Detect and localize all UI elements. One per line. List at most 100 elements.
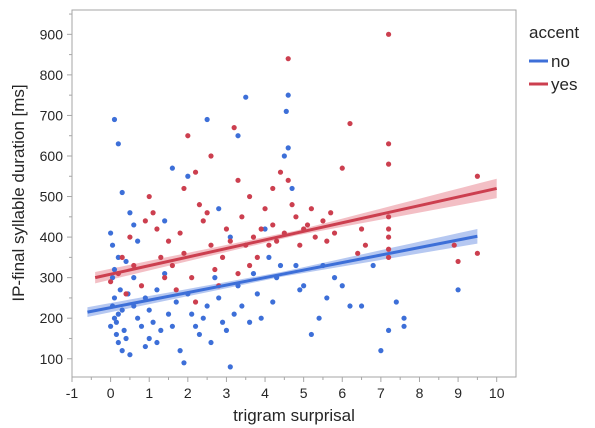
data-point-no	[169, 165, 175, 171]
data-point-yes	[219, 254, 226, 260]
data-point-no	[119, 307, 125, 313]
data-point-yes	[173, 287, 179, 293]
data-point-yes	[262, 206, 268, 212]
data-point-no	[162, 218, 168, 224]
data-points	[108, 31, 480, 370]
legend-label-no: no	[551, 52, 570, 71]
data-point-no	[262, 226, 268, 232]
data-point-yes	[362, 242, 369, 248]
data-point-no	[235, 133, 241, 139]
data-point-yes	[320, 218, 326, 224]
data-point-yes	[158, 254, 164, 260]
data-point-yes	[258, 226, 264, 232]
data-point-yes	[254, 254, 260, 260]
data-point-yes	[192, 299, 199, 305]
data-point-no	[281, 153, 287, 159]
data-point-no	[109, 242, 116, 248]
data-point-yes	[304, 222, 311, 228]
data-point-no	[239, 303, 245, 309]
data-point-yes	[247, 193, 253, 200]
data-point-yes	[123, 291, 129, 297]
y-tick-label: 300	[40, 270, 64, 286]
data-point-no	[154, 339, 160, 346]
confidence-bands	[87, 178, 497, 317]
data-point-yes	[181, 250, 187, 256]
data-point-no	[331, 275, 338, 281]
legend-title: accent	[529, 23, 579, 42]
data-point-yes	[189, 275, 195, 281]
data-point-yes	[455, 258, 461, 265]
data-point-yes	[297, 242, 303, 248]
data-point-yes	[285, 177, 291, 183]
data-point-yes	[266, 242, 272, 248]
data-point-yes	[127, 234, 133, 240]
data-point-no	[196, 331, 203, 338]
y-tick-label: 200	[40, 310, 64, 326]
fit-line-yes	[94, 186, 498, 280]
data-point-no	[254, 291, 260, 297]
data-point-no	[123, 335, 129, 342]
data-point-no	[324, 295, 330, 301]
data-point-yes	[270, 222, 276, 228]
data-point-yes	[235, 177, 241, 183]
data-point-yes	[474, 173, 480, 179]
data-point-no	[358, 303, 365, 309]
data-point-yes	[192, 169, 199, 175]
data-point-yes	[196, 202, 203, 208]
data-point-no	[250, 270, 257, 277]
data-point-no	[113, 319, 119, 325]
data-point-no	[401, 315, 407, 321]
x-tick-label: 8	[416, 385, 424, 401]
data-point-no	[146, 307, 152, 313]
x-tick-label: 10	[489, 385, 505, 401]
data-point-yes	[385, 161, 392, 167]
data-point-no	[135, 315, 141, 321]
data-point-no	[247, 319, 253, 325]
data-point-yes	[108, 279, 114, 285]
data-point-yes	[474, 250, 480, 256]
data-point-yes	[185, 133, 191, 139]
data-point-no	[283, 108, 289, 114]
y-tick-label: 500	[40, 189, 64, 205]
data-point-no	[219, 319, 226, 325]
legend: accent no yes	[529, 23, 579, 94]
data-point-no	[293, 262, 299, 269]
data-point-no	[123, 258, 129, 265]
data-point-no	[135, 238, 141, 244]
data-point-yes	[385, 141, 392, 147]
data-point-yes	[250, 234, 257, 240]
data-point-no	[231, 311, 237, 317]
x-tick-label: 2	[184, 385, 192, 401]
data-point-yes	[385, 31, 392, 37]
x-tick-label: 1	[145, 385, 153, 401]
data-point-no	[227, 234, 233, 240]
data-point-no	[378, 348, 384, 354]
data-point-no	[385, 327, 392, 333]
data-point-no	[192, 323, 199, 329]
data-point-yes	[131, 262, 137, 269]
data-point-no	[243, 94, 249, 100]
data-point-yes	[247, 262, 253, 269]
data-point-yes	[146, 193, 152, 200]
data-point-yes	[212, 266, 218, 273]
data-point-no	[204, 116, 210, 123]
data-point-yes	[285, 56, 291, 62]
y-axis-title: IP-final syllable duration [ms]	[9, 84, 28, 301]
data-point-yes	[331, 230, 338, 236]
data-point-no	[108, 323, 114, 329]
x-tick-label: 3	[223, 385, 231, 401]
data-point-no	[308, 331, 314, 338]
fit-lines	[87, 186, 498, 314]
data-point-yes	[451, 242, 457, 248]
data-point-no	[216, 206, 222, 212]
data-point-yes	[385, 214, 392, 220]
data-point-no	[154, 287, 160, 293]
data-point-yes	[208, 153, 214, 159]
data-point-no	[401, 323, 407, 329]
x-tick-label: 5	[300, 385, 308, 401]
x-tick-label: -1	[66, 385, 79, 401]
data-point-yes	[181, 185, 187, 192]
data-point-no	[370, 262, 376, 269]
data-point-no	[119, 189, 125, 196]
